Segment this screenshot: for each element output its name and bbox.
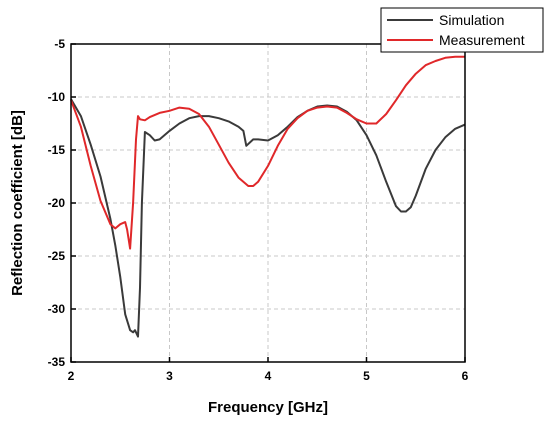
- x-tick-label: 6: [462, 369, 469, 383]
- y-tick-label: -30: [48, 302, 66, 316]
- axis-ticks: 2 3 4 5 6 -35 -30 -25 -20 -15 -10 -5: [48, 37, 469, 383]
- y-tick-label: -25: [48, 249, 66, 263]
- legend-box: [380, 7, 544, 53]
- x-tick-label: 2: [68, 369, 75, 383]
- y-tick-label: -15: [48, 143, 66, 157]
- series-line-simulation: [70, 98, 466, 338]
- legend: Simulation Measurement: [380, 7, 544, 53]
- y-axis-title: Reflection coefficient [dB]: [9, 110, 26, 296]
- x-tick-label: 4: [265, 369, 272, 383]
- y-tick-label: -20: [48, 196, 66, 210]
- y-tick-label: -35: [48, 355, 66, 369]
- x-tick-label: 3: [166, 369, 173, 383]
- legend-label-measurement: Measurement: [439, 32, 525, 48]
- series-line-measurement: [70, 55, 465, 250]
- y-tick-label: -10: [48, 90, 66, 104]
- x-axis-title: Frequency [GHz]: [208, 399, 328, 416]
- x-tick-label: 5: [363, 369, 370, 383]
- series-lines: [70, 55, 466, 338]
- y-tick-label: -5: [54, 37, 65, 51]
- legend-label-simulation: Simulation: [439, 12, 504, 28]
- grid-lines: [71, 44, 465, 362]
